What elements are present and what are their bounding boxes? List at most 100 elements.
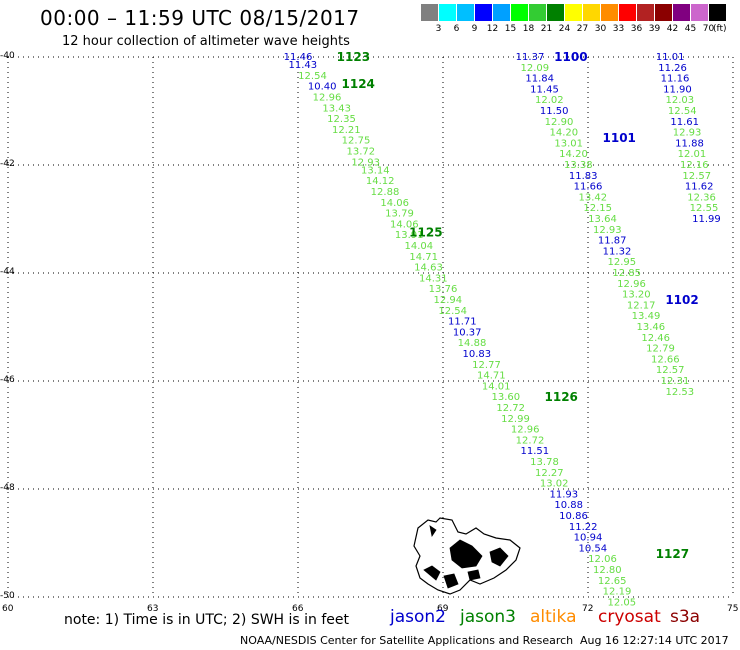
wave-height-value: 14.71 [477,371,506,382]
scale-swatch [673,4,690,21]
scale-swatch [601,4,618,21]
wave-height-value: 12.27 [535,468,564,479]
wave-height-value: 11.87 [598,236,627,247]
scale-label: 6 [453,24,460,34]
wave-height-value: 12.35 [327,114,356,125]
wave-height-value: 10.37 [453,327,482,338]
wave-height-value: 13.01 [554,138,583,149]
wave-height-value: 12.94 [434,295,463,306]
wave-height-value: 13.14 [361,165,390,176]
scale-unit: (ft) [713,24,727,34]
wave-height-value: 14.31 [419,273,448,284]
wave-height-value: 11.51 [521,446,550,457]
wave-height-value: 12.06 [588,554,617,565]
scale-swatch [637,4,654,21]
wave-height-value: 11.83 [569,171,598,182]
wave-height-value: 14.63 [414,263,443,274]
wave-height-value: 12.54 [298,71,327,82]
wave-height-value: 13.60 [492,392,521,403]
wave-height-value: 13.76 [429,284,458,295]
wave-height-value: 12.90 [545,117,574,128]
wave-height-value: 14.71 [409,252,438,263]
wave-height-value: 11.01 [656,52,685,63]
scale-label: 21 [540,24,553,34]
wave-height-value: 12.17 [627,300,656,311]
scale-swatch [511,4,528,21]
scale-swatch [691,4,708,21]
wave-height-value: 13.79 [385,209,414,220]
wave-height-value: 11.62 [685,182,714,193]
wave-height-value: 12.46 [641,333,670,344]
wave-height-value: 12.05 [608,597,637,608]
wave-height-value: 13.38 [564,160,593,171]
wave-height-value: 12.77 [472,360,501,371]
wave-height-value: 12.96 [313,93,342,104]
wave-height-value: 11.45 [530,84,559,95]
lon-label: 60 [2,604,14,614]
wave-height-value: 12.16 [680,160,709,171]
wave-height-value: 12.31 [661,376,690,387]
wave-height-value: 11.43 [289,60,318,71]
wave-height-value: 14.20 [559,149,588,160]
pass-number: 1100 [554,50,587,64]
wave-height-value: 11.71 [448,317,477,328]
wave-height-value: 13.78 [530,457,559,468]
wave-height-value: 12.88 [371,187,400,198]
scale-label: 36 [630,24,643,34]
scale-label: 18 [522,24,535,34]
wave-height-value: 14.20 [550,128,579,139]
wave-height-value: 12.21 [332,125,361,136]
lon-label: 66 [292,604,304,614]
wave-height-value: 12.09 [521,63,550,74]
wave-height-value: 11.32 [603,246,632,257]
island-coastline [413,517,521,595]
wave-height-value: 13.91 [395,230,424,241]
wave-height-value: 12.72 [496,403,525,414]
wave-height-value: 12.66 [651,354,680,365]
wave-height-value: 12.95 [608,257,637,268]
scale-swatch [565,4,582,21]
lat-label: -44 [0,267,15,277]
pass-labels: 1123 1124 1125 1126 1127 1100 1101 1102 [337,50,699,561]
wave-height-value: 11.93 [550,489,579,500]
scale-swatch [493,4,510,21]
wave-height-value: 11.37 [516,52,545,63]
lon-label: 63 [147,604,159,614]
generated-timestamp: Aug 16 12:27:14 UTC 2017 [580,634,729,647]
altimeter-tracks: 11.4611.4312.5410.4012.9613.4312.3512.21… [284,52,721,608]
scale-swatch [439,4,456,21]
scale-label: 3 [435,24,442,34]
wave-height-value: 13.64 [588,214,617,225]
wave-height-value: 14.04 [405,241,434,252]
wave-height-value: 14.88 [458,338,487,349]
wave-height-value: 12.53 [666,387,695,398]
wave-height-value: 12.03 [666,95,695,106]
wave-height-value: 12.19 [603,587,632,598]
wave-height-value: 14.01 [482,381,511,392]
credit-line: NOAA/NESDIS Center for Satellite Applica… [240,634,574,647]
scale-swatch [475,4,492,21]
wave-height-value: 12.79 [646,344,675,355]
wave-height-value: 11.26 [658,63,687,74]
pass-number: 1126 [545,390,578,404]
map-title: 00:00 – 11:59 UTC 08/15/2017 [40,6,360,30]
scale-swatch [709,4,726,21]
wave-height-value: 12.01 [678,149,707,160]
wave-height-value: 14.06 [380,198,409,209]
wave-height-value: 12.93 [593,225,622,236]
scale-label: 9 [471,24,478,34]
wave-height-value: 11.22 [569,522,598,533]
scale-swatch [421,4,438,21]
pass-number: 1125 [409,226,442,240]
lat-label: -40 [0,51,15,61]
wave-height-value: 12.80 [593,565,622,576]
scale-label: 15 [504,24,517,34]
scale-label: 30 [594,24,607,34]
wave-height-value: 12.36 [687,192,716,203]
wave-height-value: 13.42 [579,192,608,203]
satellite-s3a: s3a [670,607,701,627]
scale-label: 45 [684,24,697,34]
wave-height-value: 12.72 [516,435,545,446]
wave-height-value: 12.96 [617,279,646,290]
wave-height-value: 10.83 [463,349,492,360]
